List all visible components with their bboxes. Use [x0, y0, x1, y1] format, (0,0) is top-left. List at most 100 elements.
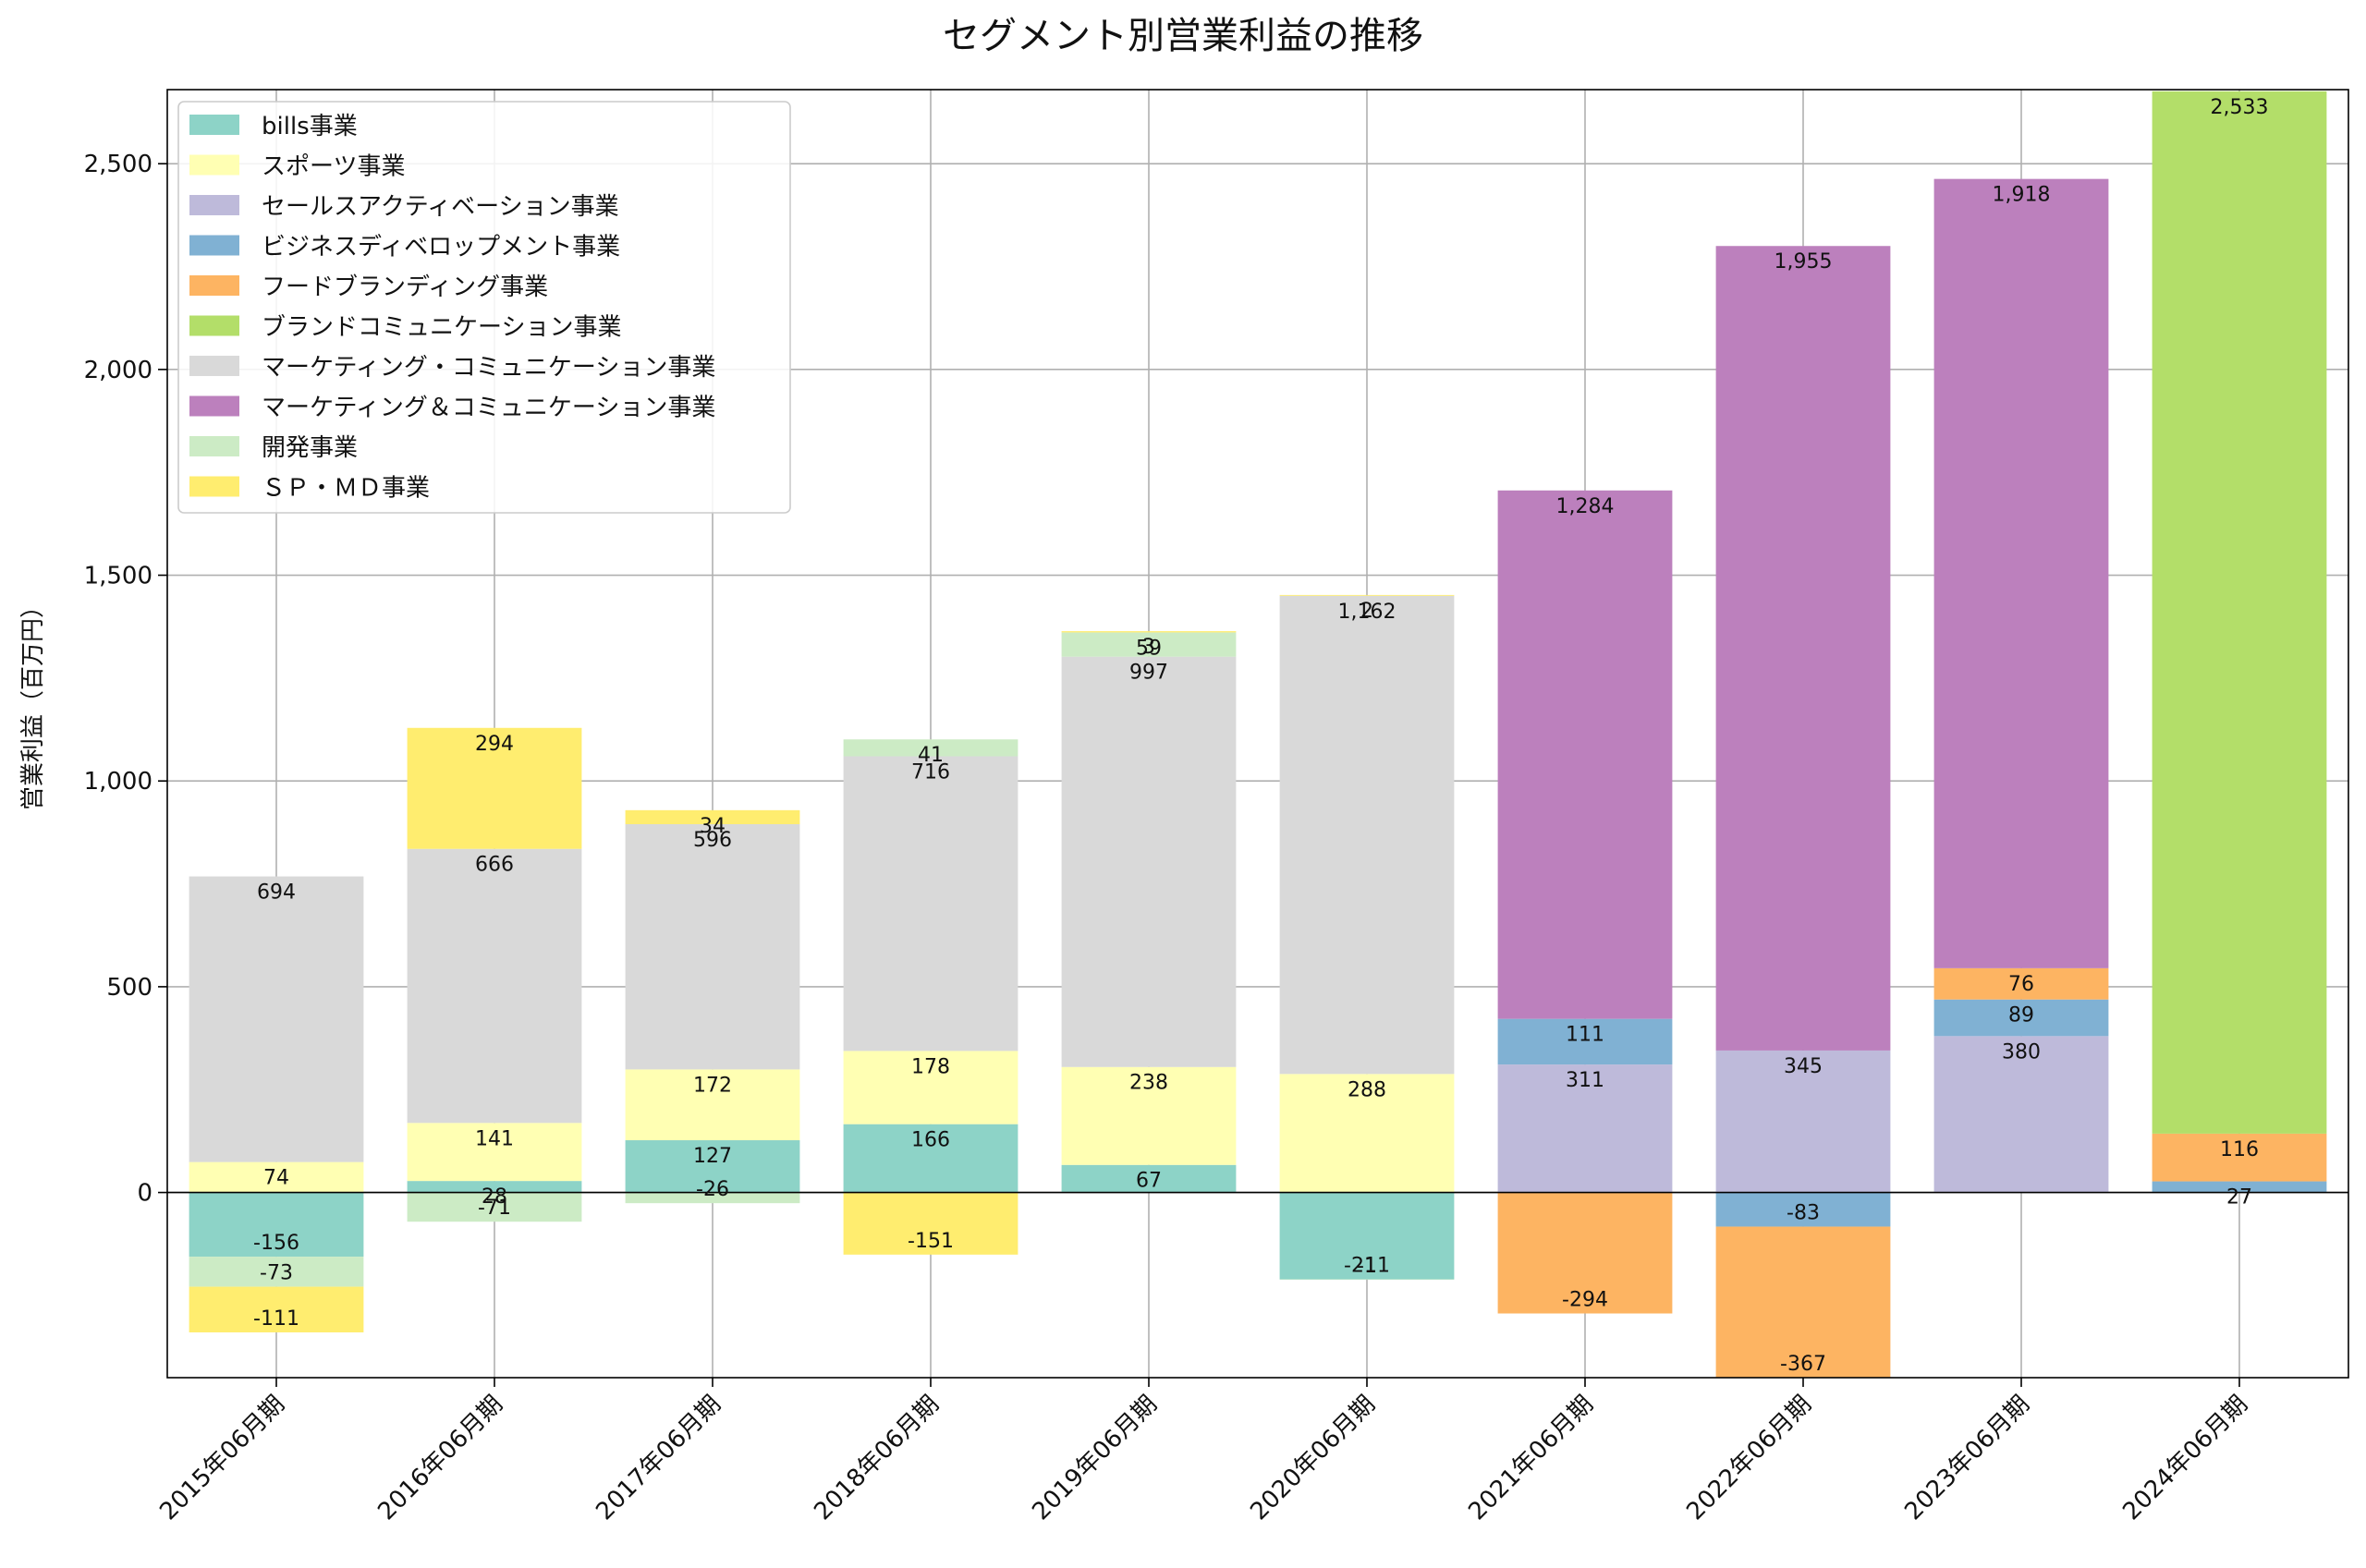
bar-0-5: [1279, 1192, 1455, 1280]
data-label-2-8: 380: [2002, 1040, 2041, 1064]
data-label-7-7: 1,955: [1774, 250, 1833, 273]
legend-swatch-7: [189, 395, 239, 417]
data-label-6-2: 596: [693, 829, 732, 852]
bar-4-6: [1497, 1192, 1673, 1314]
bar-0-4: [1061, 1164, 1237, 1193]
legend-box: [177, 101, 791, 514]
bar-0-1: [407, 1181, 582, 1193]
x-tick-label-1: 2016年06月期: [372, 1391, 508, 1526]
bar-3-7: [1715, 1192, 1891, 1227]
bar-1-5: [1279, 1074, 1455, 1193]
data-label-0-0: -156: [253, 1232, 299, 1255]
x-tick-label-2: 2017年06月期: [591, 1391, 726, 1526]
data-label-8-0: -73: [260, 1262, 293, 1285]
bar-8-3: [843, 739, 1018, 757]
bar-6-4: [1061, 656, 1237, 1067]
data-label-8-1: -71: [478, 1197, 511, 1220]
data-label-1-4: 238: [1129, 1072, 1168, 1095]
bar-4-7: [1715, 1226, 1891, 1378]
data-label-5-9: 2,533: [2211, 96, 2269, 119]
bar-3-6: [1497, 1018, 1673, 1065]
data-label-3-7: -83: [1787, 1202, 1820, 1225]
bar-1-2: [625, 1069, 800, 1141]
legend-swatch-0: [189, 115, 239, 135]
data-label-1-5: 288: [1348, 1078, 1386, 1101]
data-label-9-5: 2: [1360, 600, 1373, 623]
bar-3-8: [1933, 999, 2109, 1037]
bar-9-5: [1279, 594, 1455, 596]
data-label-0-2: 127: [693, 1145, 732, 1168]
y-axis-label: 営業利益（百万円）: [19, 594, 47, 810]
data-label-3-9: 27: [2226, 1186, 2252, 1209]
bar-7-8: [1933, 178, 2109, 968]
legend-label-1: スポーツ事業: [262, 153, 405, 181]
data-label-6-1: 666: [475, 854, 514, 877]
legend-label-7: マーケティング＆コミュニケーション事業: [262, 395, 715, 422]
bar-8-0: [189, 1257, 364, 1287]
data-label-4-7: -367: [1780, 1353, 1826, 1376]
bar-6-1: [407, 848, 582, 1124]
y-tick-label-0: 0: [137, 1180, 152, 1208]
data-label-1-1: 141: [475, 1127, 514, 1150]
bar-2-7: [1715, 1050, 1891, 1193]
bar-2-6: [1497, 1064, 1673, 1193]
legend-label-3: ビジネスディベロップメント事業: [262, 234, 620, 261]
legend-swatch-6: [189, 356, 239, 376]
data-label-6-0: 694: [257, 881, 296, 905]
bar-4-9: [2152, 1133, 2327, 1182]
data-label-1-2: 172: [693, 1074, 732, 1097]
bar-9-1: [407, 727, 582, 849]
bar-0-0: [189, 1192, 364, 1258]
x-tick-label-0: 2015年06月期: [154, 1391, 290, 1526]
bar-7-7: [1715, 246, 1891, 1051]
data-label-0-4: 67: [1136, 1170, 1162, 1193]
data-label-2-6: 311: [1566, 1069, 1604, 1092]
legend-label-5: ブランドコミュニケーション事業: [262, 314, 621, 342]
data-labels: -156 74 694 -73 -111 28 141 666 -71 294 127 172 596 -…: [253, 96, 2268, 1376]
legend-label-4: フードブランディング事業: [262, 273, 548, 301]
data-label-9-1: 294: [475, 733, 514, 756]
x-tick-label-4: 2019年06月期: [1027, 1391, 1163, 1526]
data-label-4-8: 76: [2008, 973, 2034, 996]
data-label-4-6: -294: [1562, 1289, 1608, 1312]
data-label-0-5: -211: [1344, 1255, 1390, 1278]
data-label-0-1: 28: [482, 1185, 507, 1209]
bar-7-6: [1497, 490, 1673, 1019]
legend-swatch-4: [189, 275, 239, 296]
bar-6-0: [189, 876, 364, 1162]
legend-label-2: セールスアクティベーション事業: [262, 193, 619, 221]
data-label-8-3: 41: [918, 744, 944, 767]
bar-8-4: [1061, 632, 1237, 657]
y-tick-label-3: 1,500: [84, 563, 152, 590]
bar-9-0: [189, 1286, 364, 1333]
bar-4-8: [1933, 967, 2109, 1000]
data-label-9-4: 3: [1142, 636, 1155, 659]
legend-label-6: マーケティング・コミュニケーション事業: [262, 354, 715, 382]
x-tick-label-7: 2022年06月期: [1681, 1391, 1817, 1526]
data-label-9-3: -151: [908, 1230, 954, 1253]
legend-swatch-2: [189, 195, 239, 215]
data-label-8-2: -26: [696, 1178, 729, 1201]
bar-6-3: [843, 756, 1018, 1051]
bar-9-3: [843, 1192, 1018, 1255]
data-label-1-0: 74: [263, 1167, 289, 1190]
data-label-0-3: 166: [911, 1129, 950, 1152]
x-tick-label-9: 2024年06月期: [2117, 1391, 2253, 1526]
data-label-7-6: 1,284: [1556, 495, 1615, 518]
data-label-1-3: 178: [911, 1055, 950, 1078]
legend-swatch-3: [189, 235, 239, 256]
bar-8-2: [625, 1192, 800, 1204]
data-label-4-9: 116: [2220, 1138, 2259, 1161]
bar-6-2: [625, 823, 800, 1070]
y-tick-label-1: 500: [106, 974, 152, 1002]
data-label-3-6: 111: [1566, 1024, 1604, 1047]
legend-label-0: bills事業: [262, 113, 358, 140]
data-label-6-4: 997: [1129, 662, 1168, 685]
legend-swatch-8: [189, 436, 239, 456]
legend-label-8: 開発事業: [262, 434, 358, 462]
legend: bills事業スポーツ事業セールスアクティベーション事業ビジネスディベロップメン…: [177, 101, 791, 514]
legend-swatch-1: [189, 154, 239, 176]
bar-5-9: [2152, 91, 2327, 1134]
bar-2-8: [1933, 1036, 2109, 1193]
y-tick-label-5: 2,500: [84, 151, 152, 178]
